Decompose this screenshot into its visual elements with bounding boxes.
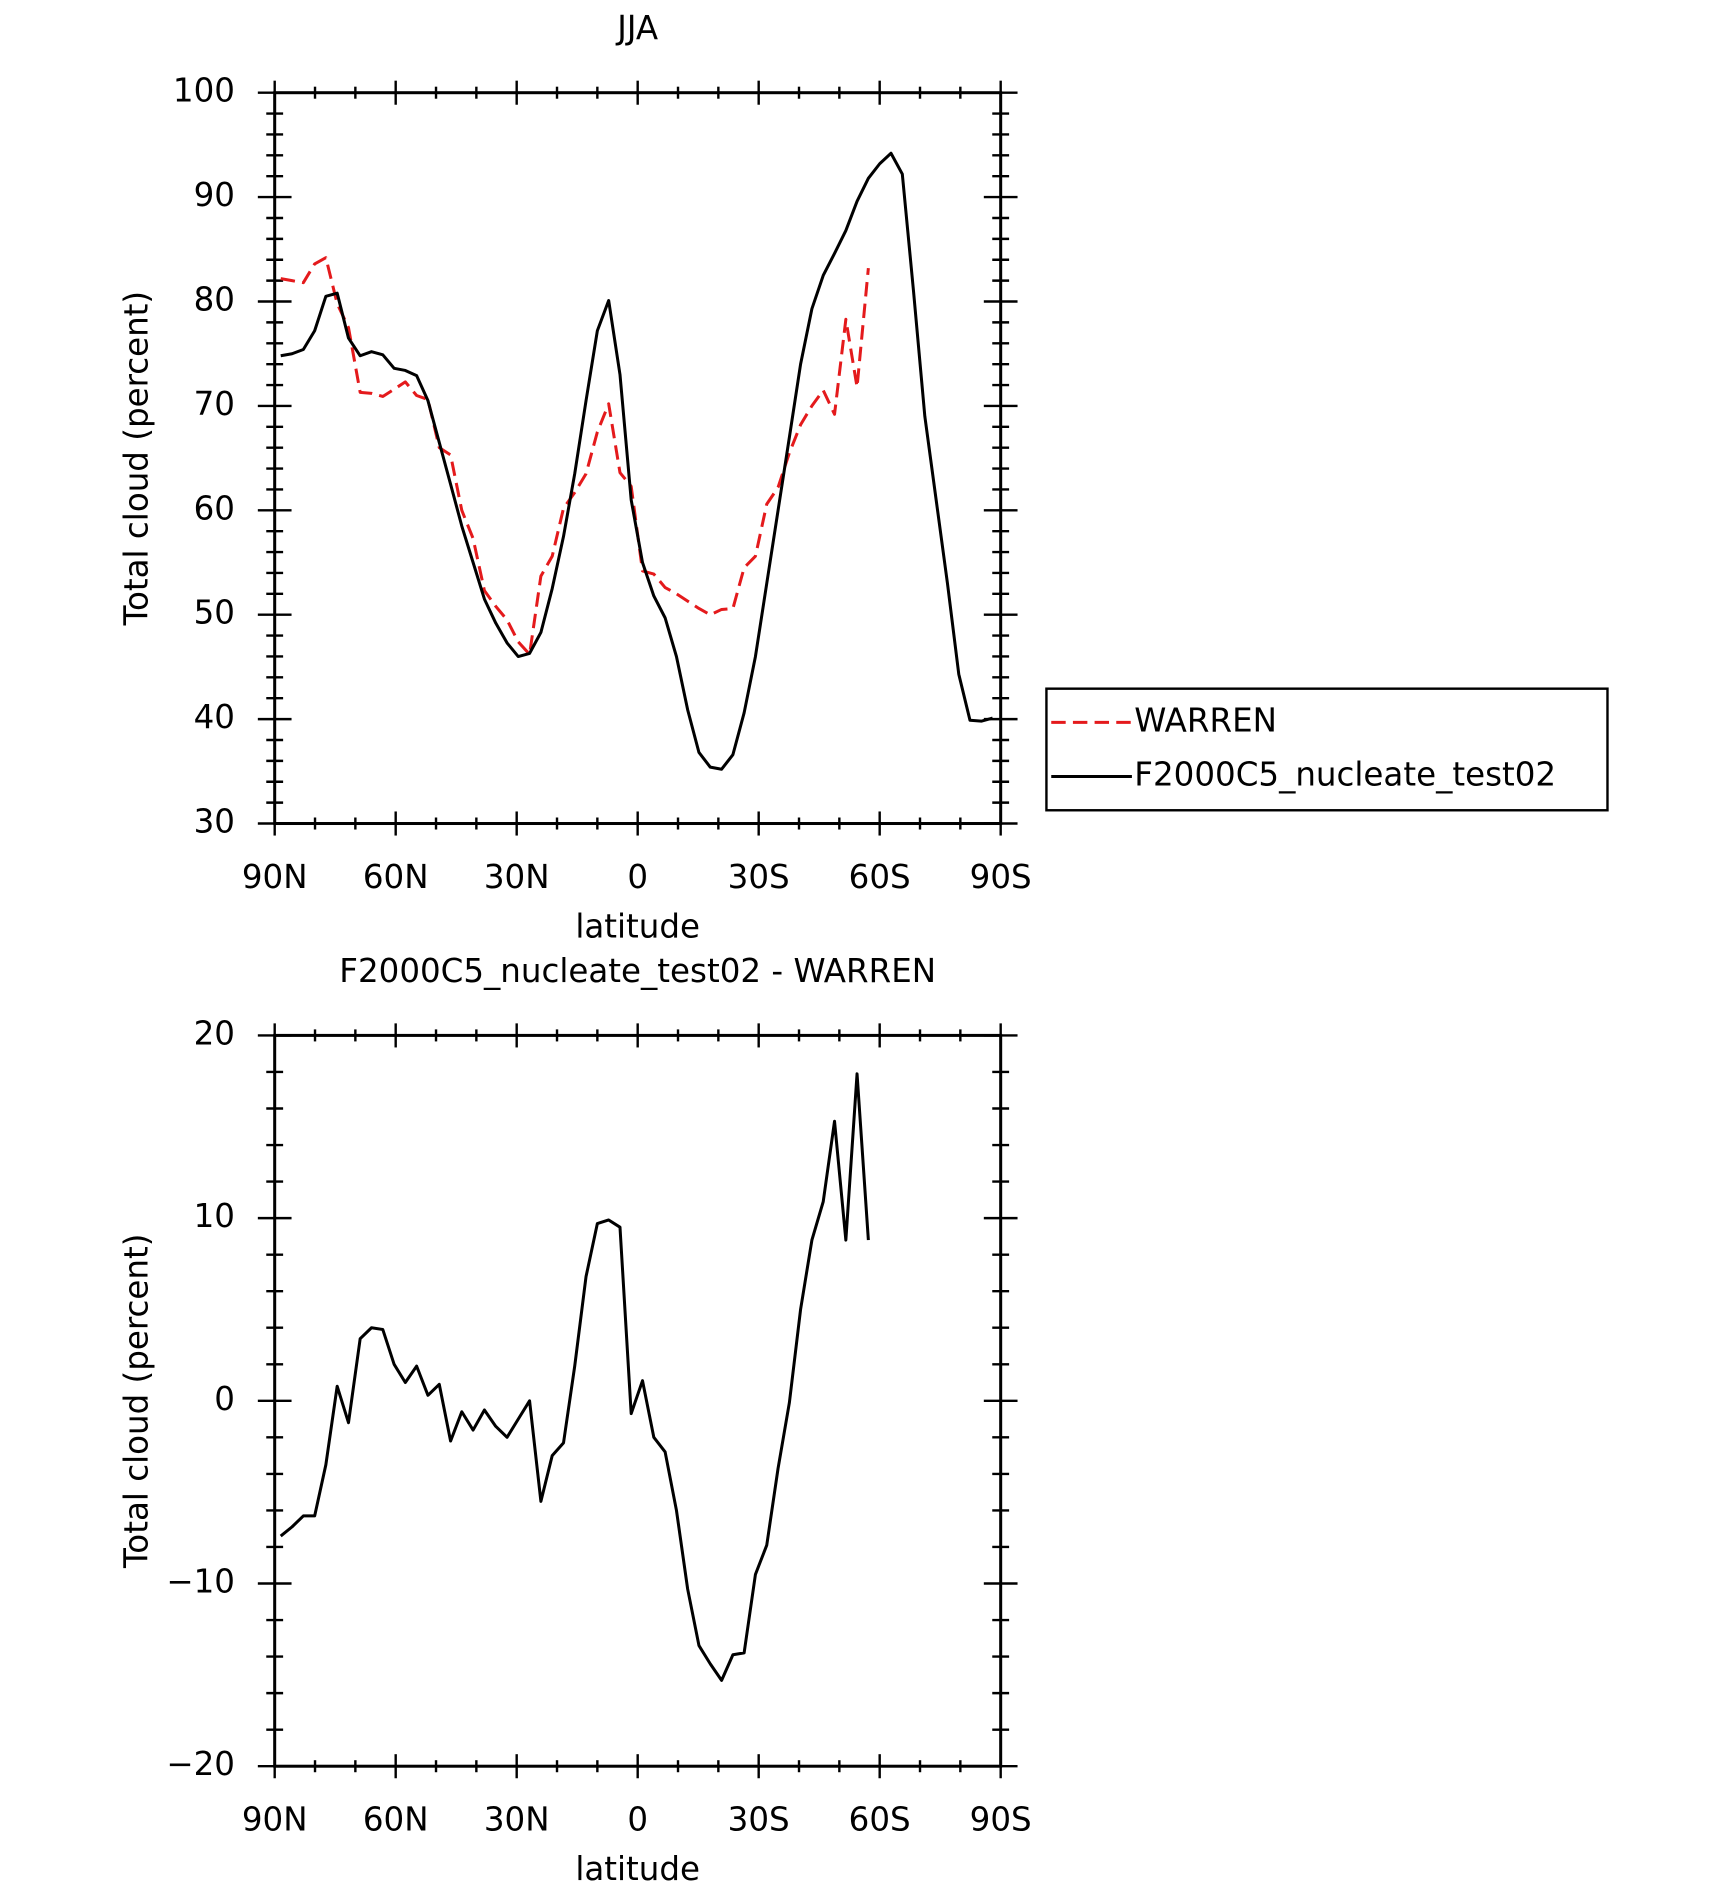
data-line	[280, 151, 994, 771]
x-axis-label: latitude	[575, 907, 700, 945]
x-tick-label: 60S	[849, 858, 911, 896]
x-tick-label: 30N	[484, 1801, 550, 1839]
x-tick-label: 90N	[242, 1801, 308, 1839]
x-tick-label: 90N	[242, 858, 308, 896]
legend-box	[1045, 687, 1609, 812]
y-tick-label: 20	[194, 1014, 235, 1052]
y-tick-label: 100	[173, 72, 235, 110]
y-axis-label: Total cloud (percent)	[118, 1234, 156, 1569]
y-tick-label: 60	[194, 489, 235, 527]
y-tick-label: −10	[166, 1563, 235, 1601]
legend-label: F2000C5_nucleate_test02	[1134, 756, 1556, 794]
x-tick-label: 30S	[728, 858, 790, 896]
legend-label: WARREN	[1134, 701, 1277, 739]
x-tick-label: 90S	[970, 858, 1032, 896]
y-tick-label: 0	[214, 1380, 235, 1418]
x-tick-label: 30N	[484, 858, 550, 896]
y-tick-label: 10	[194, 1197, 235, 1235]
y-tick-label: −20	[166, 1745, 235, 1783]
x-tick-label: 60N	[363, 858, 429, 896]
x-tick-label: 0	[627, 1801, 648, 1839]
x-tick-label: 0	[627, 858, 648, 896]
x-axis-label: latitude	[575, 1850, 700, 1883]
chart-title: F2000C5_nucleate_test02 - WARREN	[339, 952, 936, 990]
data-line	[280, 256, 870, 656]
y-tick-label: 90	[194, 176, 235, 214]
y-tick-label: 70	[194, 385, 235, 423]
y-tick-label: 30	[194, 803, 235, 841]
x-tick-label: 30S	[728, 1801, 790, 1839]
y-axis-label: Total cloud (percent)	[118, 291, 156, 626]
y-tick-label: 50	[194, 594, 235, 632]
x-tick-label: 90S	[970, 1801, 1032, 1839]
y-tick-label: 80	[194, 281, 235, 319]
data-line	[279, 1072, 870, 1682]
chart-title: JJA	[615, 9, 658, 47]
x-tick-label: 60S	[849, 1801, 911, 1839]
plot-frame	[273, 1033, 1003, 1768]
x-tick-label: 60N	[363, 1801, 429, 1839]
plot-frame	[273, 91, 1003, 826]
y-tick-label: 40	[194, 698, 235, 736]
